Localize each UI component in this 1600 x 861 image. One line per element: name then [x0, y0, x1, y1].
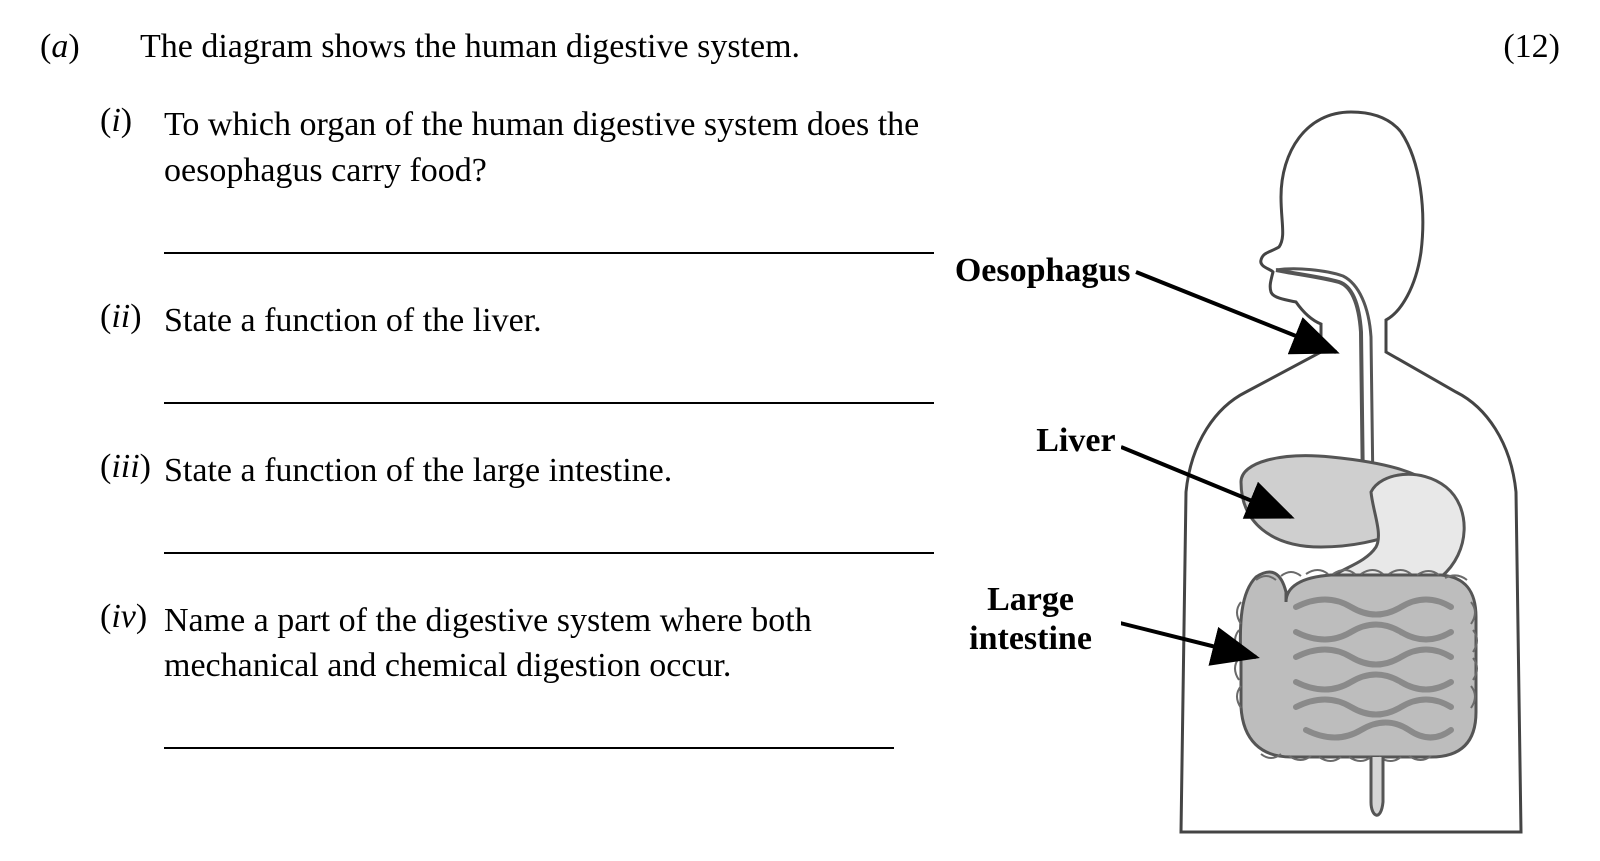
- question-text: State a function of the liver.: [164, 298, 542, 344]
- exam-question-page: (a) The diagram shows the human digestiv…: [0, 0, 1600, 861]
- intro-text: The diagram shows the human digestive sy…: [140, 28, 1480, 66]
- sub-question: (iv) Name a part of the digestive system…: [100, 598, 1041, 690]
- label-large-intestine: Largeintestine: [951, 580, 1111, 658]
- marks-label: (12): [1480, 28, 1560, 66]
- question-text: Name a part of the digestive system wher…: [164, 598, 924, 690]
- label-oesophagus: Oesophagus: [921, 252, 1131, 290]
- roman-numeral: (iv): [100, 598, 164, 690]
- content-row: (i) To which organ of the human digestiv…: [40, 102, 1560, 842]
- answer-line[interactable]: [164, 711, 894, 749]
- question-text: To which organ of the human digestive sy…: [164, 102, 924, 194]
- roman-numeral: (i): [100, 102, 164, 194]
- question-header: (a) The diagram shows the human digestiv…: [40, 28, 1560, 66]
- body-outline-svg: [1121, 102, 1581, 842]
- digestive-system-diagram: Oesophagus Liver Largeintestine: [1051, 102, 1560, 842]
- sub-question: (iii) State a function of the large inte…: [100, 448, 1041, 494]
- roman-numeral: (ii): [100, 298, 164, 344]
- answer-line[interactable]: [164, 516, 934, 554]
- label-liver: Liver: [996, 422, 1116, 460]
- part-letter: a: [51, 28, 68, 65]
- sub-question: (i) To which organ of the human digestiv…: [100, 102, 1041, 194]
- part-label: (a): [40, 28, 140, 66]
- paren-close: ): [68, 28, 79, 65]
- questions-column: (i) To which organ of the human digestiv…: [40, 102, 1041, 842]
- roman-numeral: (iii): [100, 448, 164, 494]
- sub-question: (ii) State a function of the liver.: [100, 298, 1041, 344]
- question-text: State a function of the large intestine.: [164, 448, 672, 494]
- answer-line[interactable]: [164, 366, 934, 404]
- rectum-shape: [1371, 757, 1383, 815]
- paren-open: (: [40, 28, 51, 65]
- answer-line[interactable]: [164, 216, 934, 254]
